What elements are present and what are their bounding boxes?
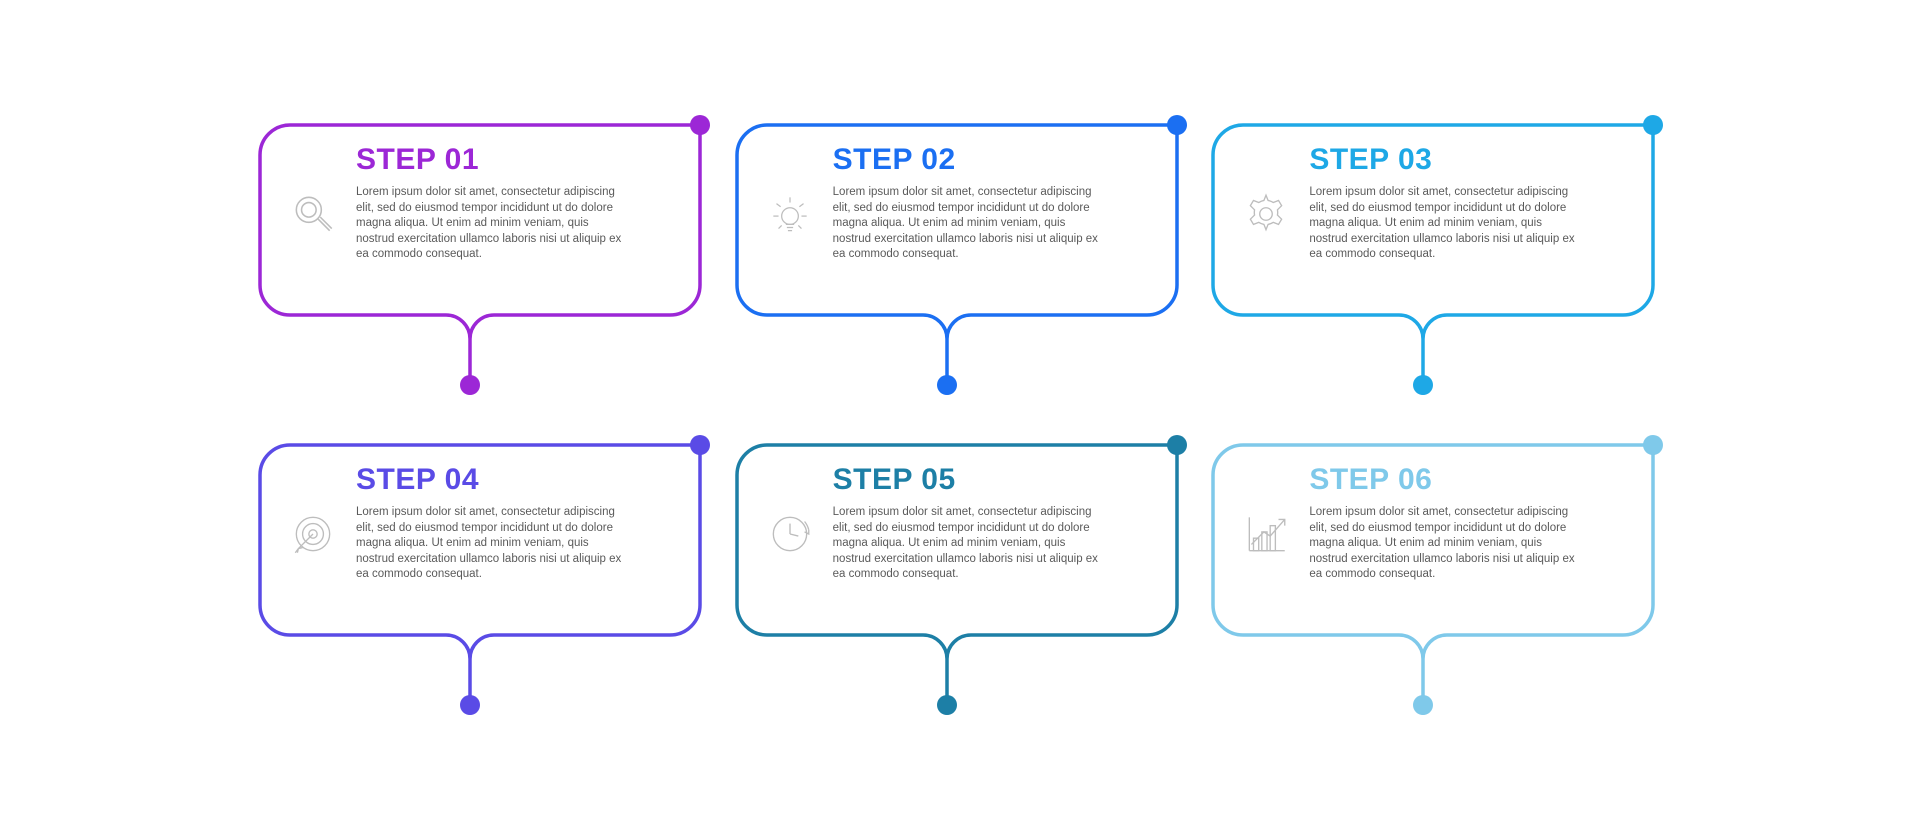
step-title: STEP 02 bbox=[833, 143, 1157, 177]
step-description: Lorem ipsum dolor sit amet, consectetur … bbox=[833, 185, 1103, 263]
step-card-5: STEP 05 Lorem ipsum dolor sit amet, conse… bbox=[737, 445, 1177, 705]
step-dot-end bbox=[1413, 375, 1433, 395]
step-content: STEP 02 Lorem ipsum dolor sit amet, conse… bbox=[765, 143, 1157, 263]
step-dot-end bbox=[1413, 695, 1433, 715]
step-dot-start bbox=[1167, 115, 1187, 135]
step-dot-start bbox=[690, 435, 710, 455]
step-card-2: STEP 02 Lorem ipsum dolor sit amet, conse… bbox=[737, 125, 1177, 385]
clock-icon bbox=[765, 509, 815, 559]
infographic-grid: STEP 01 Lorem ipsum dolor sit amet, conse… bbox=[260, 125, 1660, 705]
step-title: STEP 05 bbox=[833, 463, 1157, 497]
step-content: STEP 04 Lorem ipsum dolor sit amet, conse… bbox=[288, 463, 680, 583]
step-content: STEP 01 Lorem ipsum dolor sit amet, conse… bbox=[288, 143, 680, 263]
step-title: STEP 04 bbox=[356, 463, 680, 497]
step-dot-end bbox=[937, 695, 957, 715]
magnifier-icon bbox=[288, 189, 338, 239]
step-dot-start bbox=[1167, 435, 1187, 455]
step-title: STEP 03 bbox=[1309, 143, 1633, 177]
step-description: Lorem ipsum dolor sit amet, consectetur … bbox=[1309, 185, 1579, 263]
step-description: Lorem ipsum dolor sit amet, consectetur … bbox=[1309, 505, 1579, 583]
step-content: STEP 06 Lorem ipsum dolor sit amet, conse… bbox=[1241, 463, 1633, 583]
step-content: STEP 03 Lorem ipsum dolor sit amet, conse… bbox=[1241, 143, 1633, 263]
gear-icon bbox=[1241, 189, 1291, 239]
step-dot-end bbox=[460, 695, 480, 715]
step-card-1: STEP 01 Lorem ipsum dolor sit amet, conse… bbox=[260, 125, 700, 385]
step-description: Lorem ipsum dolor sit amet, consectetur … bbox=[356, 505, 626, 583]
target-icon bbox=[288, 509, 338, 559]
step-description: Lorem ipsum dolor sit amet, consectetur … bbox=[833, 505, 1103, 583]
step-card-4: STEP 04 Lorem ipsum dolor sit amet, conse… bbox=[260, 445, 700, 705]
step-title: STEP 06 bbox=[1309, 463, 1633, 497]
step-dot-end bbox=[937, 375, 957, 395]
step-dot-end bbox=[460, 375, 480, 395]
step-description: Lorem ipsum dolor sit amet, consectetur … bbox=[356, 185, 626, 263]
step-card-3: STEP 03 Lorem ipsum dolor sit amet, conse… bbox=[1213, 125, 1653, 385]
step-dot-start bbox=[1643, 435, 1663, 455]
step-content: STEP 05 Lorem ipsum dolor sit amet, conse… bbox=[765, 463, 1157, 583]
bulb-icon bbox=[765, 189, 815, 239]
step-dot-start bbox=[690, 115, 710, 135]
step-title: STEP 01 bbox=[356, 143, 680, 177]
chart-icon bbox=[1241, 509, 1291, 559]
step-card-6: STEP 06 Lorem ipsum dolor sit amet, conse… bbox=[1213, 445, 1653, 705]
step-dot-start bbox=[1643, 115, 1663, 135]
